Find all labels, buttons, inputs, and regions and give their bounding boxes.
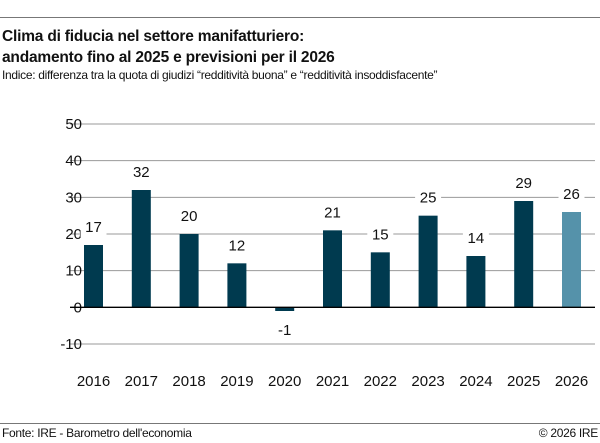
data-label: 15 bbox=[372, 226, 389, 243]
data-label-bg bbox=[128, 163, 155, 182]
bar-chart: -1001020304050172016322017202018122019-1… bbox=[60, 116, 595, 390]
bar bbox=[275, 307, 295, 311]
data-label: 12 bbox=[229, 237, 246, 254]
x-tick-label: 2017 bbox=[125, 373, 158, 390]
data-label: 29 bbox=[515, 175, 532, 192]
data-label: 20 bbox=[181, 208, 198, 225]
bar bbox=[370, 252, 390, 308]
y-tick-label: 40 bbox=[65, 153, 82, 170]
data-label: 26 bbox=[563, 186, 580, 203]
data-label: -1 bbox=[278, 322, 291, 339]
x-tick-label: 2020 bbox=[268, 373, 301, 390]
bar bbox=[562, 212, 581, 308]
y-tick-label: -10 bbox=[60, 336, 82, 353]
copyright: © 2026 IRE bbox=[538, 426, 599, 440]
bar bbox=[179, 234, 199, 308]
data-label-bg bbox=[271, 321, 298, 340]
x-tick-label: 2024 bbox=[459, 373, 492, 390]
data-label: 25 bbox=[420, 190, 437, 207]
data-label: 21 bbox=[324, 204, 341, 221]
top-rule bbox=[0, 17, 600, 18]
bar bbox=[131, 190, 151, 308]
y-tick-label: 50 bbox=[65, 116, 82, 133]
title-line-1: Clima di fiducia nel settore manifatturi… bbox=[2, 28, 305, 45]
data-label-bg bbox=[558, 185, 585, 204]
x-tick-label: 2019 bbox=[220, 373, 253, 390]
x-tick-label: 2018 bbox=[172, 373, 205, 390]
data-label: 17 bbox=[85, 219, 102, 236]
x-tick-label: 2023 bbox=[411, 373, 444, 390]
x-tick-label: 2025 bbox=[507, 373, 540, 390]
y-tick-label: 10 bbox=[65, 263, 82, 280]
chart-title: Clima di fiducia nel settore manifatturi… bbox=[2, 26, 335, 68]
data-label-bg bbox=[80, 218, 107, 237]
data-label: 32 bbox=[133, 164, 150, 181]
data-label-bg bbox=[319, 203, 346, 223]
source-note: Fonte: IRE - Barometro dell'economia bbox=[2, 426, 192, 440]
bar bbox=[466, 256, 486, 308]
x-tick-label: 2021 bbox=[316, 373, 349, 390]
y-tick-label: 30 bbox=[65, 189, 82, 206]
data-label-bg bbox=[510, 174, 537, 193]
title-line-2: andamento fino al 2025 e previsioni per … bbox=[2, 49, 335, 66]
x-tick-label: 2016 bbox=[77, 373, 110, 390]
bottom-rule bbox=[0, 423, 600, 424]
chart-subtitle: Indice: differenza tra la quota di giudi… bbox=[2, 68, 438, 82]
data-label-bg bbox=[223, 236, 250, 256]
bar bbox=[514, 201, 534, 308]
x-tick-label: 2026 bbox=[555, 373, 588, 390]
bar bbox=[418, 215, 438, 308]
data-label-bg bbox=[176, 207, 203, 226]
bar bbox=[227, 263, 247, 308]
data-label-bg bbox=[367, 225, 394, 245]
data-label-bg bbox=[462, 229, 489, 248]
y-tick-label: 20 bbox=[65, 226, 82, 243]
data-label-bg bbox=[415, 188, 442, 208]
x-tick-label: 2022 bbox=[364, 373, 397, 390]
bar bbox=[323, 230, 342, 308]
data-label: 14 bbox=[468, 230, 485, 247]
bar bbox=[84, 245, 103, 308]
